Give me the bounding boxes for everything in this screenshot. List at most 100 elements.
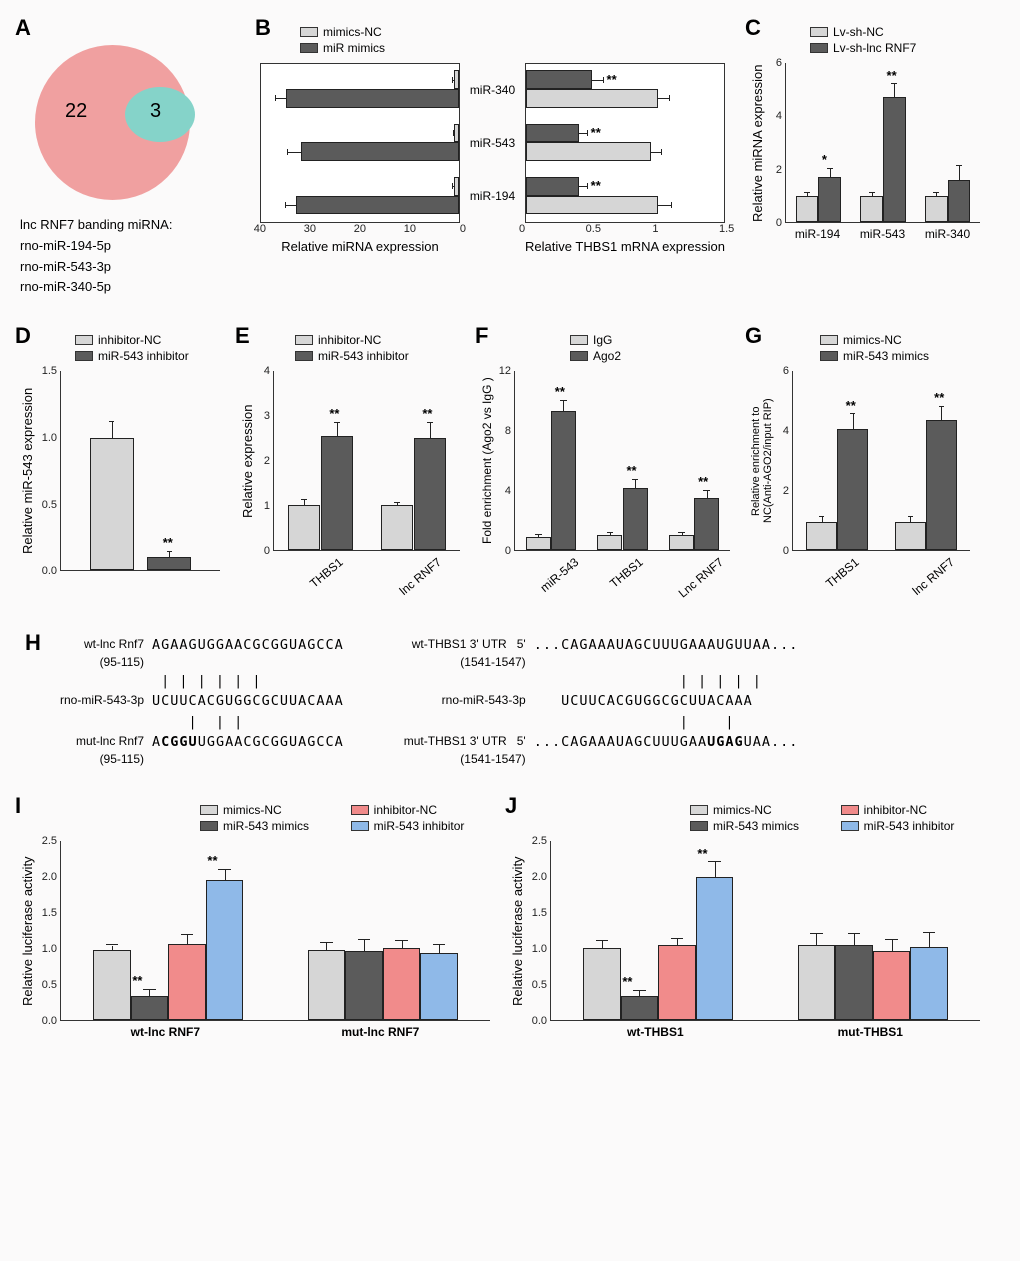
cat-label: miR-194 — [470, 189, 515, 203]
legend-label: miR-543 inhibitor — [374, 819, 465, 833]
swatch-icon — [841, 821, 859, 831]
cat-label: mut-THBS1 — [838, 1025, 903, 1039]
ylabel-F: Fold enrichment (Ago2 vs IgG ) — [480, 371, 494, 551]
cat-label: miR-543 — [470, 136, 515, 150]
ylabel-C: Relative miRNA expression — [750, 63, 765, 223]
legend-J: mimics-NC inhibitor-NC miR-543 mimics mi… — [690, 803, 980, 833]
swatch-icon — [820, 335, 838, 345]
panel-F: F IgG Ago2 Fold enrichment (Ago2 vs IgG … — [480, 328, 730, 605]
legend-label: Lv-sh-lnc RNF7 — [833, 41, 916, 55]
legend-F: IgG Ago2 — [570, 333, 730, 363]
swatch-icon — [810, 27, 828, 37]
chart-B-right: ****** — [525, 63, 725, 223]
legend-D: inhibitor-NC miR-543 inhibitor — [75, 333, 220, 363]
venn-mirna-0: rno-miR-194-5p — [20, 236, 240, 257]
swatch-icon — [351, 805, 369, 815]
legend-label: inhibitor-NC — [98, 333, 161, 347]
venn-mirna-1: rno-miR-543-3p — [20, 257, 240, 278]
legend-C: Lv-sh-NC Lv-sh-lnc RNF7 — [810, 25, 980, 55]
venn-diagram: 22 3 — [35, 45, 235, 205]
panel-label-I: I — [15, 793, 21, 819]
cat-label: miR-340 — [470, 83, 515, 97]
legend-label: mimics-NC — [843, 333, 902, 347]
legend-label: inhibitor-NC — [374, 803, 437, 817]
legend-label: IgG — [593, 333, 612, 347]
panel-label-G: G — [745, 323, 762, 349]
panel-B: B mimics-NC miR mimics 403020100 Relativ… — [260, 20, 730, 298]
legend-label: inhibitor-NC — [864, 803, 927, 817]
ylabel-I: Relative luciferase activity — [20, 841, 35, 1021]
panel-label-B: B — [255, 15, 271, 41]
swatch-icon — [300, 43, 318, 53]
ylabel-G: Relative enrichment to NC(Anti-AGO2/inpu… — [750, 371, 774, 551]
legend-label: miR-543 inhibitor — [318, 349, 409, 363]
legend-label: Ago2 — [593, 349, 621, 363]
ylabel-J: Relative luciferase activity — [510, 841, 525, 1021]
venn-caption-title: lnc RNF7 banding miRNA: — [20, 215, 240, 236]
swatch-icon — [810, 43, 828, 53]
panel-label-E: E — [235, 323, 250, 349]
swatch-icon — [295, 335, 313, 345]
swatch-icon — [75, 351, 93, 361]
swatch-icon — [200, 821, 218, 831]
swatch-icon — [690, 805, 708, 815]
venn-caption: lnc RNF7 banding miRNA: rno-miR-194-5p r… — [20, 215, 240, 298]
panel-A: A 22 3 lnc RNF7 banding miRNA: rno-miR-1… — [20, 20, 240, 298]
legend-label: miR mimics — [323, 41, 385, 55]
chart-F: ****** — [514, 371, 730, 551]
legend-E: inhibitor-NC miR-543 inhibitor — [295, 333, 460, 363]
legend-label: miR-543 inhibitor — [864, 819, 955, 833]
panel-label-J: J — [505, 793, 517, 819]
swatch-icon — [295, 351, 313, 361]
venn-count-outer: 22 — [65, 100, 87, 123]
panel-label-A: A — [15, 15, 31, 41]
cat-label: THBS1 — [823, 555, 885, 618]
swatch-icon — [570, 351, 588, 361]
cat-label: lnc RNF7 — [909, 555, 979, 625]
ylabel-D: Relative miR-543 expression — [20, 371, 35, 571]
legend-label: miR-543 mimics — [223, 819, 309, 833]
xlabel-B-right: Relative THBS1 mRNA expression — [525, 239, 725, 254]
venn-mirna-2: rno-miR-340-5p — [20, 277, 240, 298]
legend-label: Lv-sh-NC — [833, 25, 884, 39]
x-cats-E: THBS1 lnc RNF7 — [273, 555, 460, 600]
panel-D: D inhibitor-NC miR-543 inhibitor Relativ… — [20, 328, 220, 605]
cat-label: mut-lnc RNF7 — [341, 1025, 419, 1039]
panel-label-F: F — [475, 323, 488, 349]
cat-label: wt-THBS1 — [627, 1025, 684, 1039]
seq-block-right: wt-THBS1 3' UTR 5' (1541-1547)...CAGAAAU… — [404, 635, 799, 768]
chart-B-left — [260, 63, 460, 223]
swatch-icon — [841, 805, 859, 815]
xlabel-B-left: Relative miRNA expression — [260, 239, 460, 254]
legend-label: mimics-NC — [713, 803, 772, 817]
x-cats-F: miR-543 THBS1 Lnc RNF7 — [514, 555, 730, 605]
cat-label: Lnc RNF7 — [676, 555, 750, 628]
x-cats-C: miR-194 miR-543 miR-340 — [785, 227, 980, 241]
panel-I: I mimics-NC inhibitor-NC miR-543 mimics … — [20, 798, 490, 1039]
panel-label-H: H — [25, 630, 41, 656]
chart-D: ** — [60, 371, 220, 571]
ylabel-E: Relative expression — [240, 371, 255, 551]
legend-label: miR-543 inhibitor — [98, 349, 189, 363]
swatch-icon — [820, 351, 838, 361]
x-cats-J: wt-THBS1 mut-THBS1 — [550, 1025, 980, 1039]
cat-label: miR-543 — [538, 555, 605, 622]
legend-B: mimics-NC miR mimics — [300, 25, 730, 55]
legend-label: miR-543 mimics — [713, 819, 799, 833]
swatch-icon — [200, 805, 218, 815]
panel-C: C Lv-sh-NC Lv-sh-lnc RNF7 Relative miRNA… — [750, 20, 980, 298]
chart-G: **** — [792, 371, 970, 551]
cat-label: wt-lnc RNF7 — [131, 1025, 200, 1039]
x-cats-G: THBS1 lnc RNF7 — [792, 555, 970, 605]
venn-count-inner: 3 — [150, 100, 161, 123]
legend-label: mimics-NC — [323, 25, 382, 39]
swatch-icon — [351, 821, 369, 831]
swatch-icon — [300, 27, 318, 37]
swatch-icon — [75, 335, 93, 345]
chart-C: *** — [785, 63, 980, 223]
swatch-icon — [570, 335, 588, 345]
legend-G: mimics-NC miR-543 mimics — [820, 333, 970, 363]
cat-label: THBS1 — [607, 555, 669, 618]
chart-B-cats: miR-340 miR-543 miR-194 — [460, 63, 525, 223]
cat-label: miR-194 — [795, 227, 840, 241]
